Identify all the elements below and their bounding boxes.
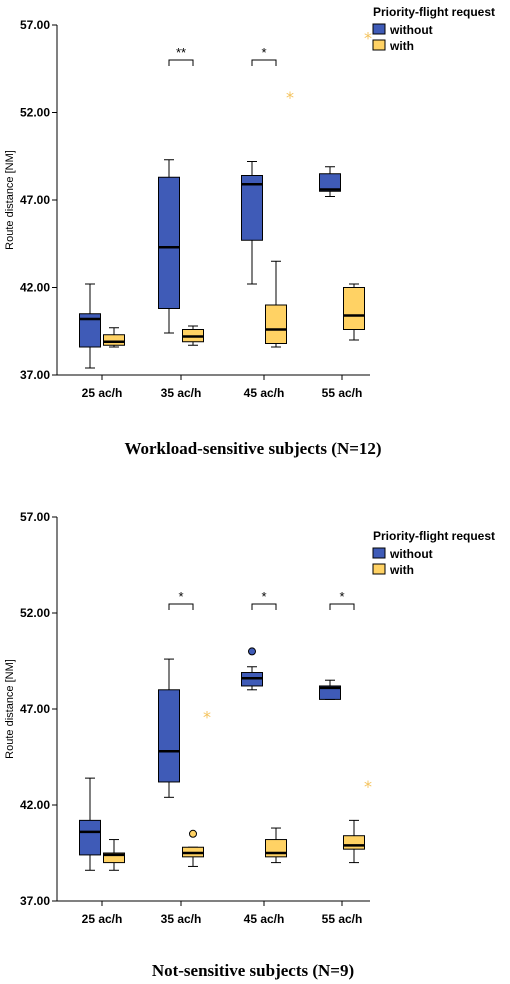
legend-label-with: with	[389, 39, 414, 53]
extreme-point: *	[286, 88, 294, 107]
box-without-35-ac-h	[158, 658, 180, 798]
legend-label-without: without	[389, 23, 433, 37]
outlier-point	[189, 829, 197, 838]
box-with-55-ac-h: *	[343, 777, 372, 864]
x-tick-label: 45 ac/h	[244, 386, 285, 400]
legend-swatch-with	[372, 563, 386, 575]
panel-workload-sensitive: Route distance [NM] Priority-flight requ…	[4, 5, 495, 458]
legend-label-with: with	[389, 563, 414, 577]
bracket-line	[329, 603, 355, 610]
box-with-25-ac-h	[103, 327, 125, 348]
box-without-55-ac-h	[319, 679, 341, 700]
legend-swatch-without	[372, 547, 386, 559]
significance-bracket: *	[168, 589, 194, 610]
y-tick-label: 47.00	[20, 193, 50, 207]
significance-bracket: *	[251, 45, 277, 66]
legend-swatch-with	[372, 39, 386, 51]
box-iqr	[343, 835, 365, 850]
box-iqr	[319, 173, 341, 192]
y-tick-label: 42.00	[20, 281, 50, 295]
significance-bracket: **	[168, 45, 194, 66]
box-iqr	[241, 175, 263, 241]
x-tick-label: 25 ac/h	[82, 386, 123, 400]
bracket-line	[251, 59, 277, 66]
legend-swatch-without	[372, 23, 386, 35]
box-without-55-ac-h	[319, 166, 341, 197]
x-tick-label: 45 ac/h	[244, 912, 285, 926]
box-without-45-ac-h	[241, 161, 263, 285]
box-iqr	[158, 689, 180, 783]
y-tick-label: 52.00	[20, 606, 50, 620]
y-tick-label: 37.00	[20, 894, 50, 908]
bracket-line	[168, 59, 194, 66]
box-iqr	[103, 852, 125, 864]
bracket-line	[168, 603, 194, 610]
extreme-point: *	[203, 708, 211, 727]
box-without-25-ac-h	[79, 283, 101, 369]
y-tick-label: 37.00	[20, 368, 50, 382]
bracket-line	[251, 603, 277, 610]
significance-label: *	[178, 589, 183, 604]
legend-label-without: without	[389, 547, 433, 561]
legend-title: Priority-flight request	[373, 529, 495, 543]
box-with-45-ac-h: *	[265, 88, 294, 348]
y-tick-label: 57.00	[20, 18, 50, 32]
extreme-point: *	[364, 28, 372, 47]
outlier-point	[248, 647, 256, 656]
y-tick-label: 47.00	[20, 702, 50, 716]
x-tick-label: 35 ac/h	[161, 912, 202, 926]
box-without-45-ac-h	[241, 647, 263, 691]
box-iqr	[265, 304, 287, 344]
y-tick-label: 42.00	[20, 798, 50, 812]
box-with-55-ac-h: *	[343, 28, 372, 341]
x-tick-label: 35 ac/h	[161, 386, 202, 400]
significance-bracket: *	[251, 589, 277, 610]
significance-bracket: *	[329, 589, 355, 610]
panel-not-sensitive: Route distance [NM] Priority-flight requ…	[4, 510, 495, 980]
panel-caption: Workload-sensitive subjects (N=12)	[124, 439, 381, 458]
significance-label: *	[261, 45, 266, 60]
box-iqr	[319, 685, 341, 700]
extreme-point: *	[364, 777, 372, 796]
x-tick-label: 25 ac/h	[82, 912, 123, 926]
box-without-25-ac-h	[79, 777, 101, 871]
box-iqr	[103, 334, 125, 346]
x-tick-label: 55 ac/h	[322, 386, 363, 400]
box-without-35-ac-h	[158, 159, 180, 334]
significance-label: *	[261, 589, 266, 604]
box-iqr	[343, 287, 365, 330]
y-axis-label: Route distance [NM]	[4, 659, 16, 759]
legend-title: Priority-flight request	[373, 5, 495, 19]
y-axis-label: Route distance [NM]	[4, 150, 16, 250]
box-iqr	[79, 313, 101, 348]
significance-label: *	[339, 589, 344, 604]
y-tick-label: 57.00	[20, 510, 50, 524]
significance-label: **	[176, 45, 186, 60]
box-with-25-ac-h	[103, 839, 125, 871]
x-tick-label: 55 ac/h	[322, 912, 363, 926]
box-iqr	[158, 176, 180, 309]
y-tick-label: 52.00	[20, 106, 50, 120]
box-with-35-ac-h	[182, 325, 204, 346]
box-with-35-ac-h: *	[182, 708, 211, 867]
panel-caption: Not-sensitive subjects (N=9)	[152, 961, 354, 980]
box-iqr	[79, 819, 101, 856]
box-with-45-ac-h	[265, 827, 287, 864]
